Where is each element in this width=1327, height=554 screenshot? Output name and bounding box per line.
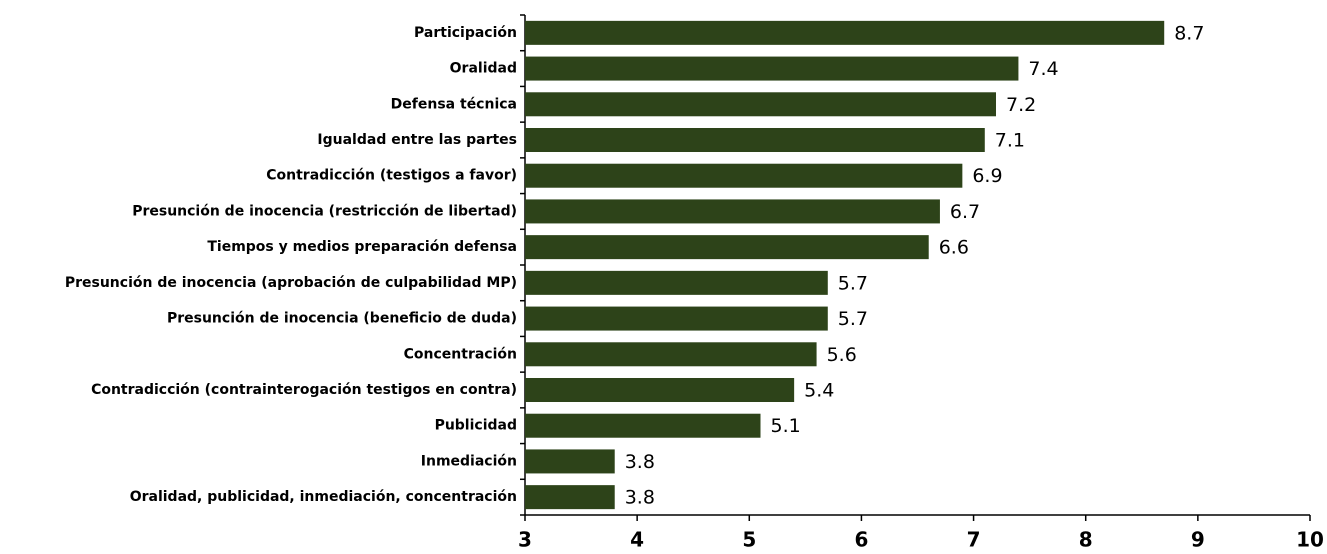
- category-label: Presunción de inocencia (restricción de …: [132, 203, 517, 219]
- category-label: Contradicción (testigos a favor): [266, 168, 517, 184]
- bar: [525, 449, 615, 474]
- value-label: 6.9: [972, 165, 1002, 187]
- bar: [525, 306, 828, 331]
- x-tick-label: 3: [518, 528, 532, 552]
- category-label: Presunción de inocencia (aprobación de c…: [65, 275, 517, 291]
- category-label: Publicidad: [435, 418, 517, 434]
- bar: [525, 199, 940, 224]
- category-label: Defensa técnica: [391, 96, 517, 112]
- category-label: Oralidad: [450, 61, 517, 77]
- value-label: 5.7: [838, 272, 868, 294]
- bar: [525, 485, 615, 510]
- category-label: Tiempos y medios preparación defensa: [207, 239, 517, 255]
- value-label: 3.8: [625, 451, 655, 473]
- x-tick-label: 6: [854, 528, 868, 552]
- value-label: 5.7: [838, 308, 868, 330]
- category-label: Inmediación: [421, 453, 517, 469]
- value-label: 3.8: [625, 487, 655, 509]
- value-label: 5.1: [771, 415, 801, 437]
- value-label: 7.4: [1028, 58, 1058, 80]
- value-label: 7.1: [995, 130, 1025, 152]
- bar: [525, 378, 795, 402]
- bar: [525, 56, 1019, 81]
- x-tick-label: 7: [967, 528, 981, 552]
- value-label: 6.6: [939, 237, 969, 259]
- bar: [525, 128, 985, 152]
- bar: [525, 163, 963, 188]
- value-label: 5.4: [804, 380, 834, 402]
- value-label: 6.7: [950, 201, 980, 223]
- category-label: Igualdad entre las partes: [317, 132, 517, 148]
- category-label: Presunción de inocencia (beneficio de du…: [167, 311, 517, 327]
- value-label: 5.6: [827, 344, 857, 366]
- bar: [525, 270, 828, 295]
- category-label: Oralidad, publicidad, inmediación, conce…: [130, 489, 517, 505]
- category-label: Contradicción (contrainterogación testig…: [91, 382, 517, 398]
- bar: [525, 413, 761, 438]
- x-tick-label: 10: [1296, 528, 1324, 552]
- category-label: Participación: [414, 25, 517, 41]
- bar: [525, 92, 996, 117]
- x-tick-label: 5: [742, 528, 756, 552]
- bar: [525, 235, 929, 260]
- x-tick-label: 8: [1079, 528, 1093, 552]
- x-tick-label: 4: [630, 528, 644, 552]
- x-tick-label: 9: [1191, 528, 1205, 552]
- value-label: 7.2: [1006, 94, 1036, 116]
- category-label: Concentración: [404, 346, 517, 362]
- bar: [525, 20, 1165, 45]
- bar: [525, 342, 817, 367]
- value-label: 8.7: [1174, 22, 1204, 44]
